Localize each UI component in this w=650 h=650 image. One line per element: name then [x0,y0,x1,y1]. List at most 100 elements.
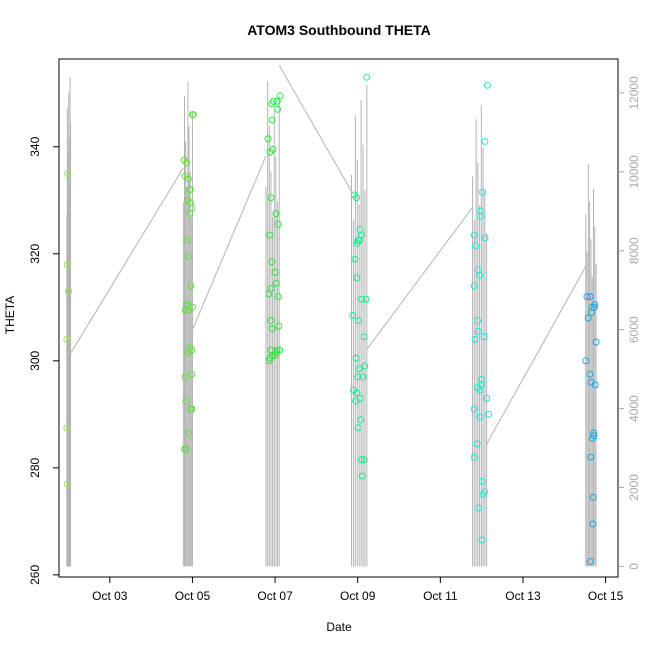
data-point [357,456,365,464]
data-point [361,362,369,370]
data-point [185,429,193,437]
data-point [473,440,481,448]
data-point [273,97,281,105]
data-point [189,111,197,119]
secondary-series [66,65,597,567]
data-point [586,293,594,301]
data-point [355,365,363,373]
data-point [475,504,483,512]
x-tick-label: Oct 15 [588,589,624,603]
data-point [355,236,363,244]
data-point [352,354,360,362]
data-point [477,212,485,220]
data-point [181,306,189,314]
data-point [588,309,596,317]
data-point [267,194,275,202]
data-point [188,303,196,311]
data-point [481,234,489,242]
y2-tick-label: 4000 [627,395,641,422]
secondary-ramp [191,155,267,330]
data-point [63,260,71,268]
data-point [351,255,359,263]
data-point [184,175,192,183]
data-point [188,405,196,413]
data-point [362,295,370,303]
data-point [590,303,598,311]
data-point [349,311,357,319]
data-point [359,373,367,381]
data-point [483,81,491,89]
data-point [352,194,360,202]
data-point [181,445,189,453]
data-point [183,236,191,244]
data-point [63,335,71,343]
data-point [582,357,590,365]
data-point [587,453,595,461]
data-point [470,231,478,239]
data-point [478,376,486,384]
x-tick-label: Oct 03 [92,589,128,603]
x-axis-label: Date [326,620,352,634]
y2-tick-label: 10000 [627,155,641,189]
data-point [185,252,193,260]
data-point [271,351,279,359]
data-point [183,159,191,167]
y-axis: 260 280 300 320 340 [28,136,59,585]
data-point [589,493,597,501]
data-point [474,327,482,335]
data-point [470,405,478,413]
data-point [268,116,276,124]
data-point [274,220,282,228]
data-point [268,325,276,333]
y2-tick-label: 0 [627,563,641,570]
data-point [480,333,488,341]
y2-tick-label: 6000 [627,316,641,343]
data-point [588,303,596,311]
data-point [63,480,71,488]
x-tick-label: Oct 11 [423,589,458,603]
data-point [276,92,284,100]
data-point [188,370,196,378]
data-point [268,258,276,266]
data-point [474,317,482,325]
data-point [275,322,283,330]
y-tick-label: 280 [28,458,42,478]
data-point [184,349,192,357]
data-point [586,557,594,565]
data-point [589,520,597,528]
data-point [481,137,489,145]
y-tick-label: 340 [28,136,42,156]
data-point [478,477,486,485]
data-point [272,210,280,218]
data-points [63,73,600,565]
secondary-y-axis: 0 2000 4000 6000 8000 10000 12000 [618,76,641,570]
data-point [276,346,284,354]
data-point [360,456,368,464]
data-point [476,386,484,394]
y-axis-label: THETA [3,296,17,334]
data-point [186,186,194,194]
data-point [353,389,361,397]
data-point [265,290,273,298]
data-point [354,424,362,432]
data-point [354,373,362,381]
data-point [479,491,487,499]
x-tick-label: Oct 09 [340,589,376,603]
secondary-ramp [366,207,473,350]
data-point [363,73,371,81]
data-point [588,434,596,442]
data-point [476,413,484,421]
data-point [182,397,190,405]
data-point [357,295,365,303]
data-point [65,287,73,295]
data-point [271,269,279,277]
data-point [187,282,195,290]
x-tick-label: Oct 07 [257,589,293,603]
data-point [266,148,274,156]
data-point [470,282,478,290]
x-axis: Oct 03 Oct 05 Oct 07 Oct 09 Oct 11 Oct 13 Oct … [92,576,624,603]
data-point [355,317,363,325]
data-point [357,416,365,424]
data-point [266,231,274,239]
